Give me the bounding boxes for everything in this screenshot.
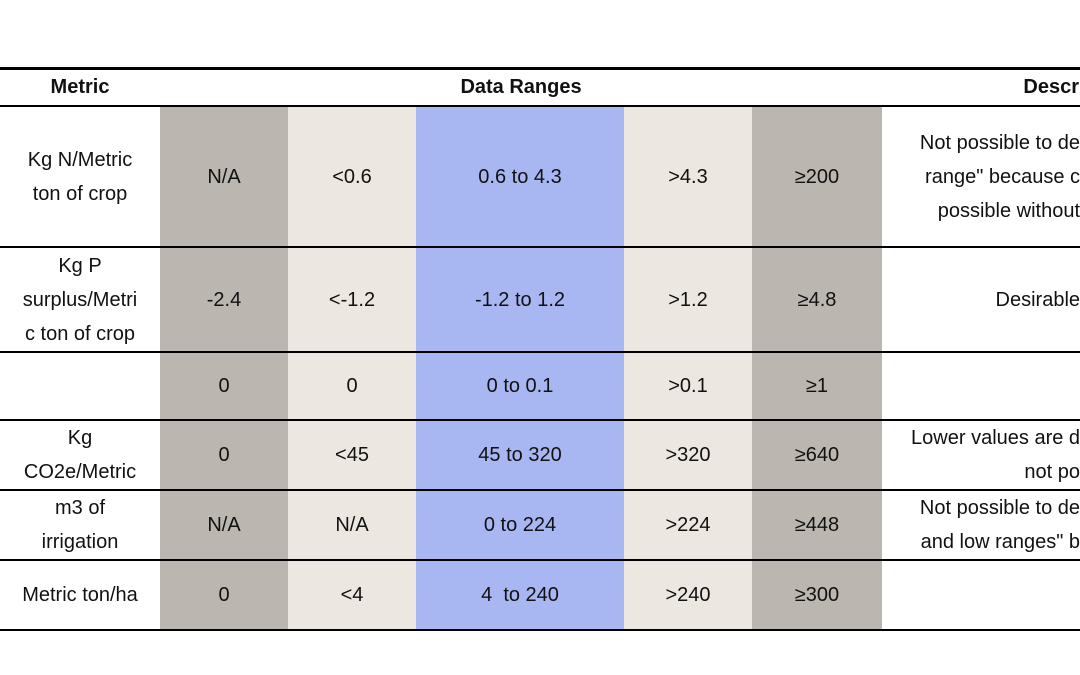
table-row: Kg N/Metric ton of crop N/A <0.6 0.6 to 4.3 >…	[0, 106, 1080, 248]
range-cell: 0	[288, 352, 416, 421]
range-cell: ≥448	[752, 490, 883, 561]
range-cell: 0.6 to 4.3	[416, 106, 624, 248]
data-table: Metric Data Ranges Descr Kg N/Metric ton …	[0, 67, 1080, 631]
range-cell: 0 to 224	[416, 490, 624, 561]
description-cell: Not possible to de range" because c possib…	[882, 106, 1080, 248]
range-cell: >240	[624, 560, 752, 631]
cell-line: CO2e/Metric	[23, 461, 137, 483]
cell-line: ton of crop	[32, 182, 128, 205]
header-cell: Data Ranges	[160, 67, 883, 107]
table-row: Kg CO2e/Metric 0 <45 45 to 320 >320 ≥640 Lower …	[0, 420, 1080, 491]
cell-line: possible without	[937, 199, 1080, 222]
range-cell: 0	[160, 560, 288, 631]
cell-line: Kg	[67, 427, 93, 449]
cell-line: m3 of	[54, 497, 106, 519]
metric-cell: Kg CO2e/Metric	[0, 420, 160, 491]
range-cell: <4	[288, 560, 416, 631]
range-cell: 0	[160, 352, 288, 421]
table-row: Kg P surplus/Metri c ton of crop -2.4 <-1.2-…	[0, 247, 1080, 353]
cell-line: and low ranges" b	[920, 531, 1080, 553]
description-cell: Desirable	[882, 247, 1080, 353]
cell-line: Lower values are d	[911, 427, 1080, 449]
cell-line: surplus/Metri	[22, 288, 138, 311]
range-cell: <0.6	[288, 106, 416, 248]
range-cell: >4.3	[624, 106, 752, 248]
cell-line: Kg P	[58, 254, 102, 277]
cell-line: Not possible to de	[919, 131, 1080, 154]
range-cell: N/A	[160, 490, 288, 561]
description-cell: Not possible to de and low ranges" b	[882, 490, 1080, 561]
range-cell: <45	[288, 420, 416, 491]
range-cell: -2.4	[160, 247, 288, 353]
range-cell: >224	[624, 490, 752, 561]
header-cell: Descr	[882, 67, 1080, 107]
range-cell: >1.2	[624, 247, 752, 353]
metric-cell: Metric ton/ha	[0, 560, 160, 631]
cell-line: irrigation	[41, 531, 119, 553]
cell-line: not po	[1024, 461, 1080, 483]
range-cell: N/A	[288, 490, 416, 561]
header-row: Metric Data Ranges Descr	[0, 67, 1080, 107]
range-cell: 0	[160, 420, 288, 491]
range-cell: >320	[624, 420, 752, 491]
range-cell: ≥640	[752, 420, 883, 491]
range-cell: 4 to 240	[416, 560, 624, 631]
description-cell	[882, 352, 1080, 421]
table-row: Metric ton/ha 0 <4 4 to 240 >240 ≥300	[0, 560, 1080, 631]
cell-line: range" because c	[925, 165, 1080, 188]
metric-cell	[0, 352, 160, 421]
range-cell: 0 to 0.1	[416, 352, 624, 421]
table-row: m3 of irrigation N/A N/A 0 to 224 >224 ≥448 Not…	[0, 490, 1080, 561]
cell-line: Desirable	[995, 288, 1080, 311]
range-cell: -1.2 to 1.2	[416, 247, 624, 353]
description-cell	[882, 560, 1080, 631]
header-cell: Metric	[0, 67, 160, 107]
range-cell: ≥4.8	[752, 247, 883, 353]
cell-line: Kg N/Metric	[27, 148, 133, 171]
metric-cell: Kg N/Metric ton of crop	[0, 106, 160, 248]
cell-line: Not possible to de	[919, 497, 1080, 519]
metric-cell: Kg P surplus/Metri c ton of crop	[0, 247, 160, 353]
range-cell: 45 to 320	[416, 420, 624, 491]
table-body: Kg N/Metric ton of crop N/A <0.6 0.6 to 4.3 >…	[0, 106, 1080, 631]
range-cell: ≥200	[752, 106, 883, 248]
range-cell: ≥1	[752, 352, 883, 421]
metric-cell: m3 of irrigation	[0, 490, 160, 561]
range-cell: >0.1	[624, 352, 752, 421]
range-cell: ≥300	[752, 560, 883, 631]
description-cell: Lower values are d not po	[882, 420, 1080, 491]
cell-line: c ton of crop	[24, 322, 136, 345]
range-cell: N/A	[160, 106, 288, 248]
cell-line: Metric ton/ha	[22, 584, 138, 606]
range-cell: <-1.2	[288, 247, 416, 353]
